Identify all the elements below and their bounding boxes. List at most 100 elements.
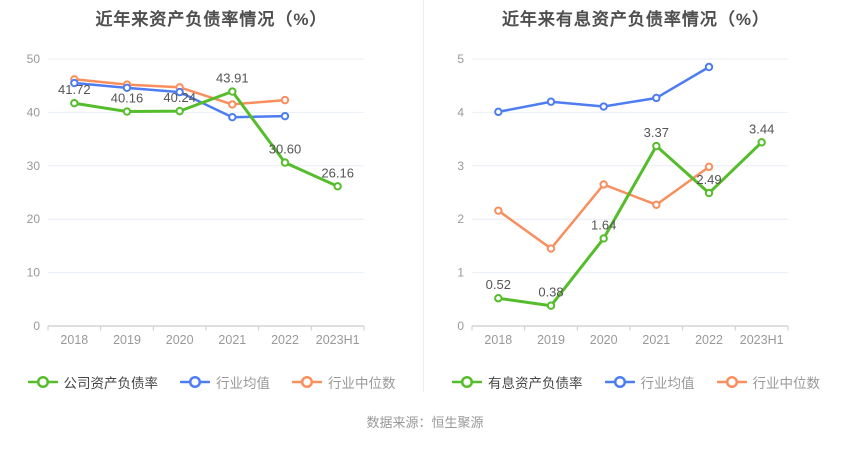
data-point-value-label: 43.91: [216, 71, 249, 86]
legend-ring: [613, 375, 626, 389]
legend-ring: [300, 375, 314, 389]
series-green-line: 41.72 40.16 40.24 43.91 30.60 26.16: [58, 71, 354, 191]
data-point-marker: [280, 95, 290, 105]
x-axis-category-label: 2021: [218, 333, 246, 347]
legend-ring: [725, 375, 738, 389]
data-point-marker: [175, 87, 184, 97]
legend-item-blue[interactable]: 行业均值: [180, 372, 270, 392]
x-axis-category-label: 2021: [642, 333, 670, 347]
grid-layer: 0 1 2 3 4 5: [457, 52, 788, 333]
x-axis-category-label: 2019: [113, 333, 141, 347]
legend-item-orange[interactable]: 行业中位数: [292, 372, 396, 392]
data-point-marker: [494, 294, 503, 303]
legend-label: 有息资产负债率: [488, 376, 583, 391]
x-axis-category-label: 2022: [695, 333, 723, 347]
asset-liability-chart-panel: 近年来资产负债率情况（%） 0 10 20 30 40 50 2018 2019 2020 202…: [0, 0, 424, 392]
legend-label: 公司资产负债率: [63, 376, 159, 391]
data-point-value-label: 0.38: [538, 285, 563, 300]
data-point-marker: [122, 83, 132, 93]
y-axis-tick-label: 2: [457, 212, 464, 226]
legend-marker-orange-icon: [292, 375, 322, 389]
data-point-marker: [704, 162, 714, 172]
data-point-marker: [494, 107, 503, 117]
series-orange-line: [494, 162, 714, 253]
legend-ring: [188, 375, 202, 389]
charts-board: 近年来资产负债率情况（%） 0 10 20 30 40 50 2018 2019 2020 202…: [0, 0, 848, 392]
data-point-marker: [228, 100, 237, 109]
legend-label: 行业均值: [216, 376, 270, 391]
y-axis-tick-label: 1: [457, 266, 464, 280]
legend-ring: [36, 375, 49, 389]
y-axis-tick-label: 3: [457, 159, 464, 173]
data-point-marker: [652, 200, 661, 209]
data-point-marker: [333, 182, 342, 191]
legend-label: 行业中位数: [752, 376, 821, 391]
data-point-marker: [599, 102, 608, 111]
legend-marker-green-icon: [27, 375, 58, 389]
y-axis-tick-label: 30: [27, 159, 41, 173]
y-axis-tick-label: 0: [33, 319, 40, 333]
x-axis-category-label: 2022: [271, 333, 299, 347]
interest-bearing-chart-panel: 近年来有息资产负债率情况（%） 0 1 2 3 4 5 2018 2019 2020 2021 20…: [424, 0, 848, 392]
data-point-marker: [280, 158, 290, 167]
y-axis-tick-label: 20: [27, 212, 41, 226]
data-point-value-label: 2.49: [696, 172, 721, 187]
data-point-marker: [599, 180, 608, 189]
x-axis-category-label: 2018: [484, 333, 512, 347]
x-axis-category-label: 2019: [537, 333, 565, 347]
asset-liability-line-chart: 0 10 20 30 40 50 2018 2019 2020 2021 2022 2023H1 41.…: [27, 52, 365, 347]
x-axis: 2018 2019 2020 2021 2022 2023H1: [471, 325, 789, 347]
x-axis-category-label: 2018: [60, 333, 88, 347]
x-axis-category-label: 2023H1: [316, 333, 360, 347]
data-point-marker: [652, 141, 661, 151]
series-polyline: [72, 90, 340, 188]
legend-label: 行业均值: [640, 376, 695, 391]
y-axis-tick-label: 10: [27, 266, 41, 280]
y-axis-tick-label: 0: [457, 319, 464, 333]
y-axis-tick-label: 5: [457, 52, 464, 66]
data-point-marker: [546, 97, 556, 106]
legend-label: 行业中位数: [328, 376, 396, 391]
grid-layer: 0 10 20 30 40 50: [27, 52, 364, 333]
data-point-value-label: 26.16: [321, 165, 354, 180]
data-point-marker: [599, 234, 608, 243]
x-axis-category-label: 2020: [166, 333, 194, 347]
data-point-marker: [122, 107, 132, 116]
data-point-value-label: 30.60: [269, 142, 302, 157]
data-point-marker: [494, 206, 503, 215]
legend-item-blue[interactable]: 行业均值: [604, 372, 695, 392]
x-axis: 2018 2019 2020 2021 2022 2023H1: [47, 325, 365, 347]
data-point-marker: [280, 111, 290, 121]
legend-ring: [460, 375, 474, 389]
data-point-value-label: 40.16: [111, 91, 144, 106]
legend-marker-orange-icon: [716, 375, 747, 389]
series-green-line: 0.52 0.38 1.64 3.37 2.49 3.44: [486, 121, 774, 310]
data-point-value-label: 0.52: [486, 277, 511, 292]
y-axis-tick-label: 50: [27, 52, 41, 66]
series-blue-line: [494, 62, 714, 117]
data-point-value-label: 40.24: [163, 90, 196, 105]
data-point-marker: [704, 62, 714, 72]
x-axis-category-label: 2020: [590, 333, 618, 347]
chart-title-left: 近年来资产负债率情况（%）: [95, 10, 328, 29]
data-point-marker: [757, 138, 766, 147]
data-point-value-label: 41.72: [58, 82, 91, 97]
data-point-marker: [175, 106, 184, 116]
legend-item-orange[interactable]: 行业中位数: [716, 372, 821, 392]
y-axis-tick-label: 40: [27, 105, 41, 119]
legend-item-green[interactable]: 有息资产负债率: [452, 372, 583, 392]
y-axis-tick-label: 4: [457, 105, 464, 119]
data-point-marker: [546, 244, 556, 253]
data-source-note: 数据来源：恒生聚源: [366, 415, 484, 430]
interest-bearing-line-chart: 0 1 2 3 4 5 2018 2019 2020 2021 2022 2023H1 0.52 0.38…: [457, 52, 789, 347]
data-point-marker: [70, 99, 79, 108]
series-polyline: [496, 140, 764, 308]
chart-title-right: 近年来有息资产负债率情况（%）: [501, 10, 771, 29]
legend-marker-blue-icon: [604, 375, 635, 389]
data-point-value-label: 3.44: [749, 121, 774, 136]
legend-marker-green-icon: [452, 375, 482, 389]
data-point-value-label: 3.37: [644, 125, 669, 140]
legend-item-green[interactable]: 公司资产负债率: [27, 372, 159, 392]
data-point-marker: [70, 78, 79, 88]
x-axis-category-label: 2023H1: [740, 333, 784, 347]
